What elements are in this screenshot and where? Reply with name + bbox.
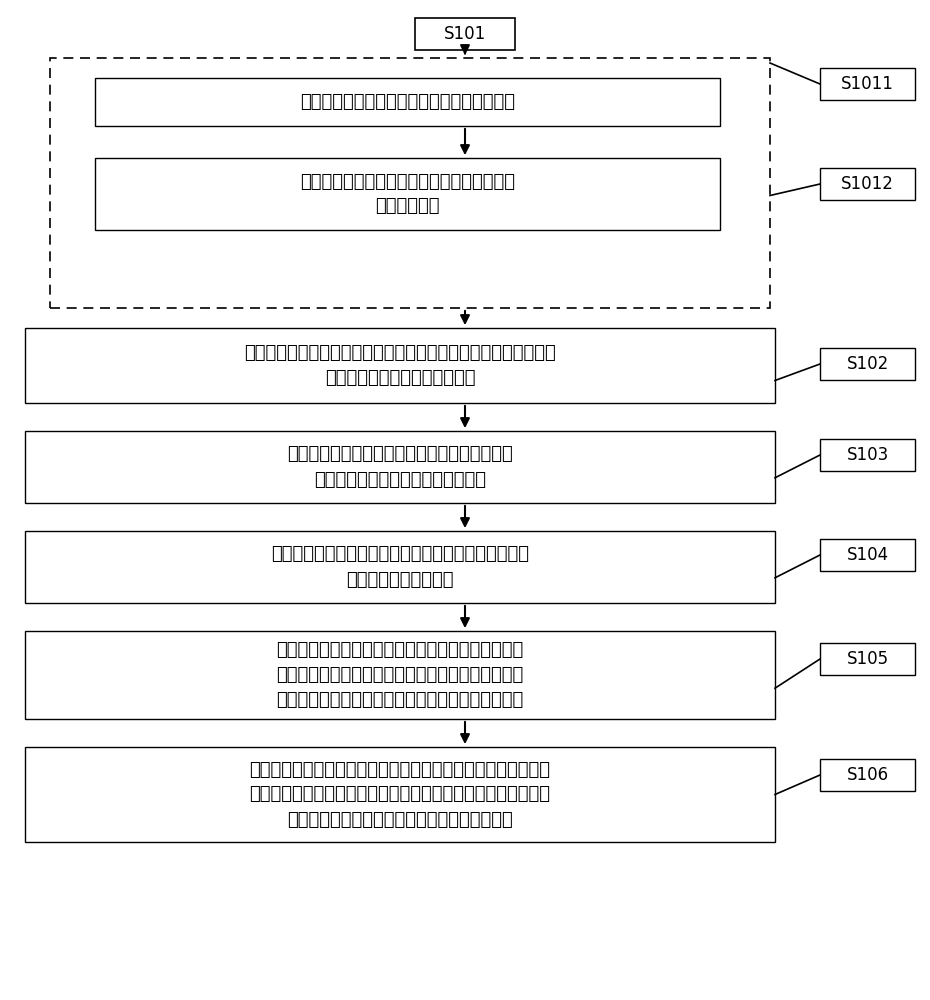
Text: 通过低通滤波方式去除心电信号中的肌电干扰: 通过低通滤波方式去除心电信号中的肌电干扰 [300, 93, 515, 111]
Bar [95, 78, 720, 126]
Text: 通过高通滤波方式去除基线漂移以及工频滤波
去除工频干扰: 通过高通滤波方式去除基线漂移以及工频滤波 去除工频干扰 [300, 172, 515, 216]
Bar [820, 643, 915, 675]
Bar [25, 328, 775, 403]
Bar [820, 348, 915, 380]
Text: S105: S105 [846, 650, 888, 668]
Bar [25, 631, 775, 719]
Bar [820, 168, 915, 200]
Bar [820, 539, 915, 571]
Bar [95, 158, 720, 230]
Text: S101: S101 [444, 25, 486, 43]
Text: S1012: S1012 [841, 175, 894, 193]
Text: S102: S102 [846, 355, 889, 373]
Text: 将待检测的心电信号对应的特征心电信号的心搏的波形特征参数
和对应的匹配度特征参数作为心搏的特征向量输入到所述训练后
的决策树分类器中，输出该心搏类型的分类结果: 将待检测的心电信号对应的特征心电信号的心搏的波形特征参数 和对应的匹配度特征参数… [249, 760, 551, 828]
Text: S103: S103 [846, 446, 889, 464]
Text: S104: S104 [846, 546, 888, 564]
Bar [415, 18, 515, 50]
Text: 对预处理后的心电信号进行心搏定位得到特征心电信号，提取特征
心电信号的心搏的波形特征参数: 对预处理后的心电信号进行心搏定位得到特征心电信号，提取特征 心电信号的心搏的波形… [245, 344, 556, 387]
Text: 将提取的特征心电信号的心搏的波形特征参数和匹配
度特征参数作为心搏的特征向量输入到决策树分类器
中，训练决策树分类器，得到训练后的决策树分类器: 将提取的特征心电信号的心搏的波形特征参数和匹配 度特征参数作为心搏的特征向量输入… [276, 641, 524, 709]
Bar [820, 439, 915, 471]
Text: S1011: S1011 [841, 75, 894, 93]
Bar [25, 531, 775, 603]
Bar [820, 68, 915, 100]
Bar [25, 747, 775, 842]
Bar [820, 759, 915, 791]
Text: 将所述标准心电信号的心搏与模板心搏进行匹配，提取
二者的匹配度特征参数: 将所述标准心电信号的心搏与模板心搏进行匹配，提取 二者的匹配度特征参数 [271, 546, 529, 588]
Bar [50, 58, 770, 308]
Text: 对所述特征心电信号进行归一化处理，得到标准
心电信号，提取标准心电信号的心搏: 对所述特征心电信号进行归一化处理，得到标准 心电信号，提取标准心电信号的心搏 [287, 446, 512, 488]
Text: S106: S106 [846, 766, 888, 784]
Bar [25, 431, 775, 503]
